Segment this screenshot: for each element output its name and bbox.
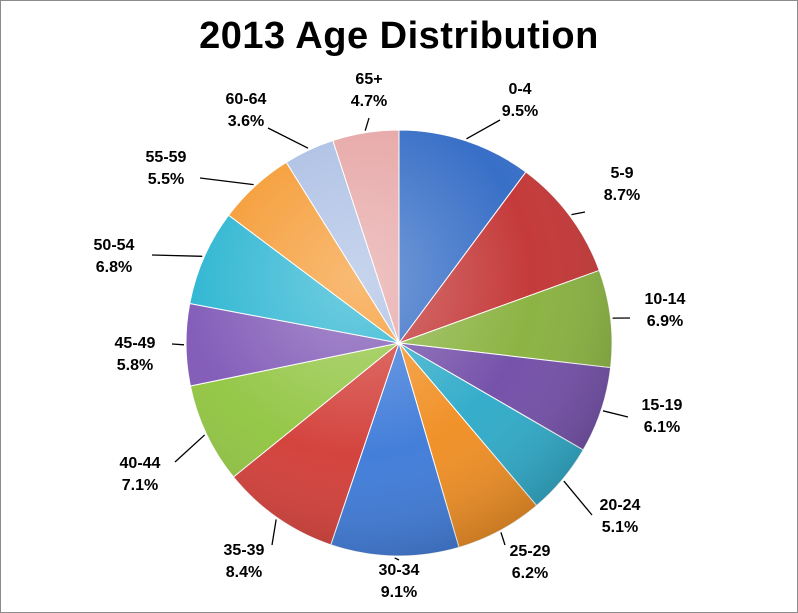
slice-value-label: 5.5% [148, 171, 184, 188]
leader-line-25-29 [500, 532, 506, 546]
slice-labels: 0-4 9.5% 5-9 8.7% 10-14 6.9% 15-19 6.1% 20-24 5.1… [94, 71, 686, 601]
slice-category-label: 55-59 [146, 149, 187, 166]
slice-category-label: 30-34 [379, 562, 420, 579]
leader-line-65plus [364, 117, 370, 131]
slice-value-label: 9.5% [502, 103, 538, 120]
slice-value-label: 9.1% [381, 584, 417, 601]
leader-line-40-44 [174, 434, 206, 463]
slice-category-label: 0-4 [508, 81, 531, 98]
slice-category-label: 35-39 [224, 542, 265, 559]
slice-category-label: 45-49 [115, 335, 156, 352]
slice-value-label: 3.6% [228, 113, 264, 130]
slice-value-label: 4.7% [351, 93, 387, 110]
slice-category-label: 10-14 [645, 291, 686, 308]
chart-title: 2013 Age Distribution [199, 15, 599, 57]
slice-category-label: 25-29 [510, 543, 551, 560]
slice-value-label: 7.1% [122, 477, 158, 494]
slice-value-label: 8.4% [226, 564, 262, 581]
slice-category-label: 20-24 [600, 497, 641, 514]
slice-category-label: 40-44 [120, 455, 161, 472]
leader-line-15-19 [602, 410, 629, 418]
leader-line-30-34 [394, 557, 400, 561]
slice-category-label: 60-64 [226, 91, 267, 108]
leader-lines [151, 117, 631, 561]
slice-value-label: 6.8% [96, 259, 132, 276]
slice-value-label: 6.2% [512, 565, 548, 582]
slice-category-label: 15-19 [642, 397, 683, 414]
leader-line-0-4 [466, 119, 501, 140]
pie-slices [185, 129, 613, 557]
leader-line-50-54 [151, 254, 203, 257]
leader-line-60-64 [267, 127, 309, 149]
slice-category-label: 50-54 [94, 237, 135, 254]
leader-line-35-39 [271, 519, 277, 546]
leader-line-55-59 [199, 177, 254, 186]
leader-line-45-49 [171, 343, 185, 346]
slice-value-label: 6.1% [644, 419, 680, 436]
slice-value-label: 8.7% [604, 187, 640, 204]
slice-value-label: 6.9% [647, 313, 683, 330]
slice-category-label: 65+ [355, 71, 382, 88]
leader-line-20-24 [563, 480, 593, 516]
slice-value-label: 5.1% [602, 519, 638, 536]
leader-line-5-9 [571, 211, 586, 216]
slice-value-label: 5.8% [117, 357, 153, 374]
slice-category-label: 5-9 [610, 165, 633, 182]
